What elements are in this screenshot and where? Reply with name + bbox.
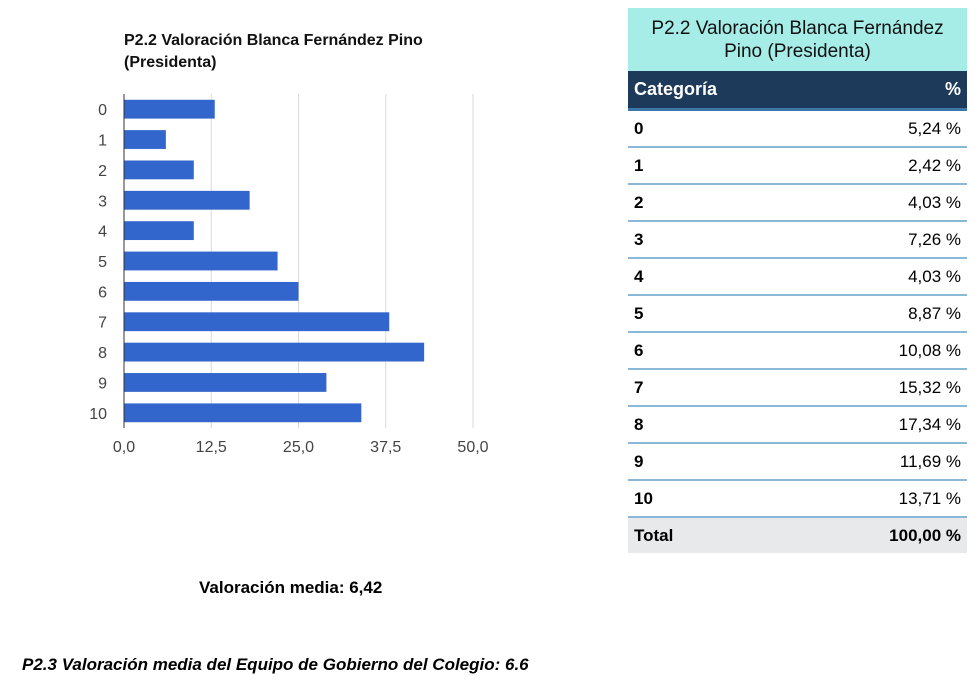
bar [124, 221, 194, 241]
total-row: Total 100,00 % [628, 517, 967, 553]
category-cell: 2 [628, 184, 813, 222]
table-row: 8 17,34 % [628, 406, 967, 444]
table-row: 3 7,26 % [628, 221, 967, 259]
category-label: 6 [98, 284, 107, 301]
percent-cell: 5,24 % [812, 109, 967, 148]
table-row: 1 2,42 % [628, 147, 967, 185]
bar [124, 373, 327, 392]
table-row: 4 4,03 % [628, 258, 967, 296]
percent-cell: 4,03 % [812, 184, 967, 222]
percent-cell: 17,34 % [812, 406, 967, 444]
percent-cell: 13,71 % [812, 480, 967, 518]
table-row: 5 8,87 % [628, 295, 967, 333]
tick-label: 37,5 [370, 439, 401, 456]
chart-title: P2.2 Valoración Blanca Fernández Pino (P… [124, 32, 423, 71]
category-label: 2 [98, 163, 107, 180]
category-cell: 5 [628, 295, 813, 333]
category-label: 4 [98, 224, 107, 241]
percent-cell: 2,42 % [812, 147, 967, 185]
table-row: 10 13,71 % [628, 480, 967, 518]
percent-cell: 4,03 % [812, 258, 967, 296]
table-row: 7 15,32 % [628, 369, 967, 407]
table-row: 9 11,69 % [628, 443, 967, 481]
category-label: 8 [98, 345, 107, 362]
tick-label: 12,5 [196, 439, 227, 456]
column-header-category: Categoría [628, 71, 813, 111]
percent-cell: 11,69 % [812, 443, 967, 481]
table-row: 0 5,24 % [628, 109, 967, 148]
category-cell: 0 [628, 109, 813, 148]
column-header-percent: % [812, 71, 967, 111]
percent-cell: 8,87 % [812, 295, 967, 333]
tick-label: 25,0 [283, 439, 314, 456]
category-label: 9 [98, 375, 107, 392]
table-header-row: Categoría % [628, 71, 967, 111]
category-cell: 1 [628, 147, 813, 185]
tick-label: 50,0 [457, 439, 488, 456]
percent-cell: 7,26 % [812, 221, 967, 259]
table-title: P2.2 Valoración Blanca Fernández Pino (P… [628, 8, 967, 71]
table-row: 2 4,03 % [628, 184, 967, 222]
table-title-row: P2.2 Valoración Blanca Fernández Pino (P… [628, 8, 967, 71]
bar [124, 342, 425, 362]
category-label: 1 [98, 133, 107, 150]
bar [124, 403, 362, 423]
tick-label: 0,0 [113, 439, 135, 456]
bar [124, 312, 390, 332]
percent-cell: 15,32 % [812, 369, 967, 407]
mean-rating: Valoración media: 6,42 [199, 578, 383, 597]
total-percent: 100,00 % [812, 517, 967, 553]
bar [124, 281, 299, 301]
category-cell: 10 [628, 480, 813, 518]
category-cell: 4 [628, 258, 813, 296]
category-cell: 9 [628, 443, 813, 481]
category-label: 0 [98, 102, 107, 119]
category-label: 10 [89, 406, 107, 423]
percent-cell: 10,08 % [812, 332, 967, 370]
bar [124, 190, 250, 210]
category-label: 7 [98, 315, 107, 332]
category-cell: 7 [628, 369, 813, 407]
bar [124, 130, 166, 149]
category-label: 5 [98, 254, 107, 271]
bar [124, 99, 215, 119]
category-label: 3 [98, 193, 107, 210]
category-cell: 8 [628, 406, 813, 444]
total-label: Total [628, 517, 813, 553]
category-cell: 3 [628, 221, 813, 259]
bar-chart: 0 1 2 3 4 5 6 7 8 9 10 0,0 12,5 25,0 37,5 50,0 [89, 94, 489, 456]
team-rating-note: P2.3 Valoración media del Equipo de Gobi… [22, 655, 529, 674]
bar [124, 160, 194, 180]
table-row: 6 10,08 % [628, 332, 967, 370]
category-cell: 6 [628, 332, 813, 370]
bar [124, 251, 278, 271]
percentage-table: P2.2 Valoración Blanca Fernández Pino (P… [628, 8, 967, 553]
